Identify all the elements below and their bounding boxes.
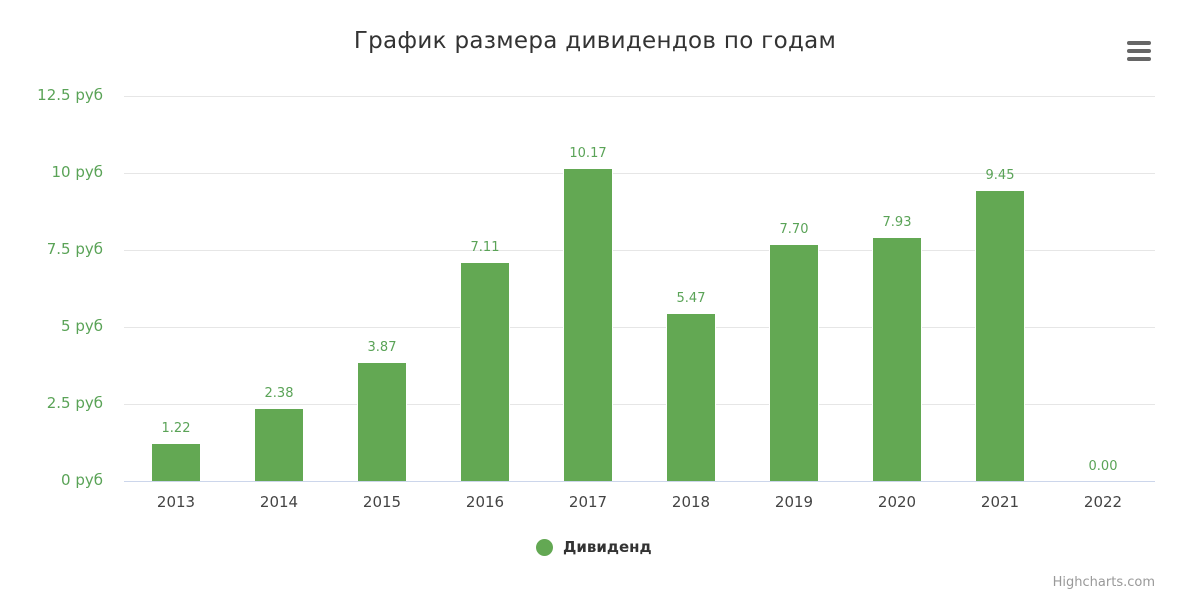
legend-label: Дивиденд [563,538,652,556]
gridline [124,327,1155,328]
bar-2018[interactable] [666,313,716,482]
x-axis-label: 2018 [671,493,711,511]
x-axis-label: 2020 [877,493,917,511]
context-menu-button[interactable] [1124,38,1154,64]
x-axis-label: 2015 [362,493,402,511]
bar-2020[interactable] [872,237,922,482]
bar-2019[interactable] [769,244,819,482]
bar-2021[interactable] [975,190,1025,482]
y-axis-label: 12.5 руб [37,86,103,104]
y-axis-label: 10 руб [51,163,103,181]
x-axis-label: 2016 [465,493,505,511]
gridline [124,250,1155,251]
data-label: 0.00 [1088,459,1118,474]
data-label: 7.93 [882,215,912,230]
x-axis-label: 2013 [156,493,196,511]
bar-2015[interactable] [357,362,407,482]
legend-marker-icon [536,538,553,556]
x-axis-label: 2021 [980,493,1020,511]
gridline [124,404,1155,405]
bar-2016[interactable] [460,262,510,482]
data-label: 7.11 [470,240,500,255]
data-label: 10.17 [569,146,607,161]
x-axis-label: 2019 [774,493,814,511]
data-label: 3.87 [367,340,397,355]
credits-link[interactable]: Highcharts.com [1052,575,1155,590]
data-label: 9.45 [985,168,1015,183]
bar-2014[interactable] [254,408,304,482]
x-axis-line [124,481,1155,482]
gridline [124,96,1155,97]
x-axis-label: 2014 [259,493,299,511]
y-axis-label: 0 руб [61,471,103,489]
legend-item-dividend[interactable]: Дивиденд [536,538,652,556]
data-label: 7.70 [779,222,809,237]
chart-title: График размера дивидендов по годам [353,28,837,54]
y-axis-label: 7.5 руб [46,240,103,258]
y-axis-label: 2.5 руб [46,394,103,412]
y-axis-label: 5 руб [61,317,103,335]
data-label: 2.38 [264,386,294,401]
data-label: 5.47 [676,291,706,306]
gridline [124,173,1155,174]
x-axis-label: 2017 [568,493,608,511]
bar-2017[interactable] [563,168,613,482]
bar-2013[interactable] [151,443,201,482]
data-label: 1.22 [161,421,191,436]
x-axis-label: 2022 [1083,493,1123,511]
